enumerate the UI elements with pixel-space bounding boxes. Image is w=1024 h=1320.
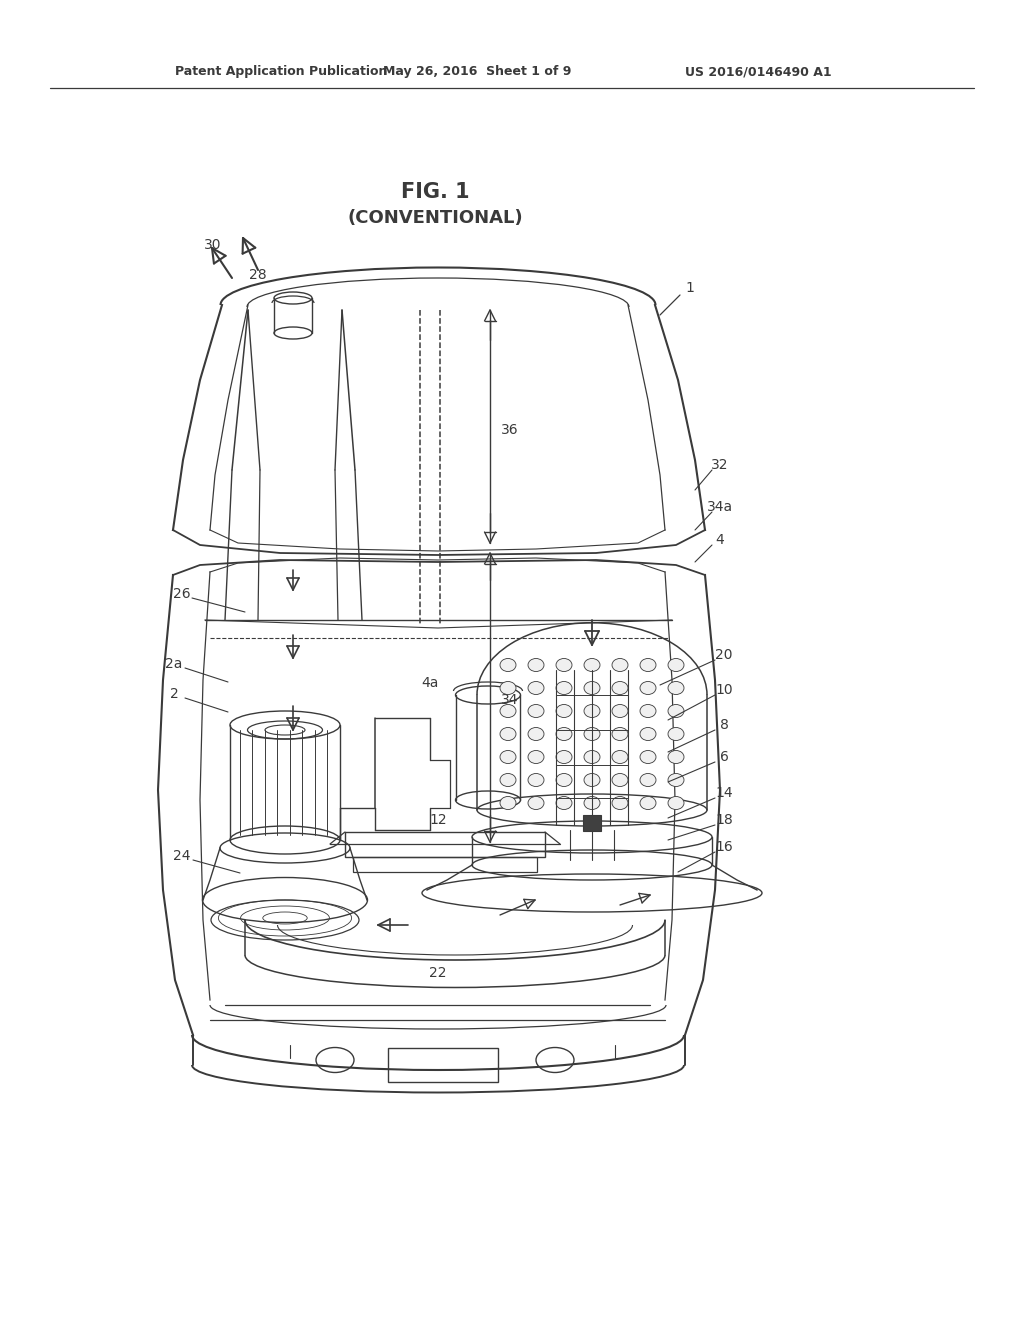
- Ellipse shape: [612, 774, 628, 787]
- Bar: [353, 857, 537, 873]
- Text: 12: 12: [429, 813, 446, 828]
- Ellipse shape: [500, 774, 516, 787]
- Text: 6: 6: [720, 750, 728, 764]
- Ellipse shape: [668, 727, 684, 741]
- Ellipse shape: [556, 774, 572, 787]
- Ellipse shape: [640, 681, 656, 694]
- Ellipse shape: [612, 659, 628, 672]
- Ellipse shape: [668, 681, 684, 694]
- Ellipse shape: [668, 659, 684, 672]
- Text: 34a: 34a: [707, 500, 733, 513]
- Text: 10: 10: [715, 682, 733, 697]
- Ellipse shape: [556, 659, 572, 672]
- Ellipse shape: [584, 659, 600, 672]
- Text: 8: 8: [720, 718, 728, 733]
- Ellipse shape: [500, 681, 516, 694]
- Text: (CONVENTIONAL): (CONVENTIONAL): [347, 209, 523, 227]
- Ellipse shape: [668, 774, 684, 787]
- Text: 18: 18: [715, 813, 733, 828]
- Ellipse shape: [668, 705, 684, 718]
- Text: 14: 14: [715, 785, 733, 800]
- Ellipse shape: [612, 681, 628, 694]
- Text: 22: 22: [429, 966, 446, 979]
- Ellipse shape: [584, 774, 600, 787]
- Ellipse shape: [640, 796, 656, 809]
- Ellipse shape: [500, 751, 516, 763]
- Text: 28: 28: [249, 268, 267, 282]
- Text: 1: 1: [685, 281, 694, 294]
- Text: FIG. 1: FIG. 1: [400, 182, 469, 202]
- Ellipse shape: [584, 727, 600, 741]
- Ellipse shape: [668, 796, 684, 809]
- Text: May 26, 2016  Sheet 1 of 9: May 26, 2016 Sheet 1 of 9: [383, 66, 571, 78]
- Text: 34: 34: [502, 693, 519, 708]
- Text: 32: 32: [712, 458, 729, 473]
- Text: Patent Application Publication: Patent Application Publication: [175, 66, 387, 78]
- Ellipse shape: [556, 681, 572, 694]
- Ellipse shape: [500, 796, 516, 809]
- Text: 26: 26: [173, 587, 190, 601]
- Ellipse shape: [612, 727, 628, 741]
- Ellipse shape: [556, 796, 572, 809]
- Ellipse shape: [556, 727, 572, 741]
- Ellipse shape: [556, 705, 572, 718]
- Ellipse shape: [528, 774, 544, 787]
- Text: 16: 16: [715, 840, 733, 854]
- Bar: [388, 1048, 498, 1082]
- Ellipse shape: [500, 727, 516, 741]
- Ellipse shape: [528, 751, 544, 763]
- Text: 2: 2: [170, 686, 178, 701]
- Ellipse shape: [640, 727, 656, 741]
- Ellipse shape: [528, 796, 544, 809]
- Ellipse shape: [640, 705, 656, 718]
- Ellipse shape: [528, 681, 544, 694]
- Ellipse shape: [640, 751, 656, 763]
- Text: 30: 30: [204, 238, 222, 252]
- Ellipse shape: [584, 751, 600, 763]
- Ellipse shape: [528, 705, 544, 718]
- Ellipse shape: [528, 659, 544, 672]
- Bar: [583, 814, 601, 832]
- Ellipse shape: [584, 681, 600, 694]
- Text: 24: 24: [173, 849, 190, 863]
- Text: 20: 20: [715, 648, 733, 663]
- Text: 4a: 4a: [421, 676, 438, 690]
- Ellipse shape: [584, 796, 600, 809]
- Ellipse shape: [584, 705, 600, 718]
- Ellipse shape: [500, 659, 516, 672]
- Text: US 2016/0146490 A1: US 2016/0146490 A1: [685, 66, 831, 78]
- Text: 2a: 2a: [165, 657, 182, 671]
- Text: 4: 4: [716, 533, 724, 546]
- Bar: [345, 832, 545, 857]
- Ellipse shape: [612, 751, 628, 763]
- Ellipse shape: [640, 774, 656, 787]
- Ellipse shape: [556, 751, 572, 763]
- Ellipse shape: [612, 796, 628, 809]
- Ellipse shape: [668, 751, 684, 763]
- Ellipse shape: [500, 705, 516, 718]
- Ellipse shape: [640, 659, 656, 672]
- Ellipse shape: [528, 727, 544, 741]
- Text: 36: 36: [501, 422, 519, 437]
- Ellipse shape: [612, 705, 628, 718]
